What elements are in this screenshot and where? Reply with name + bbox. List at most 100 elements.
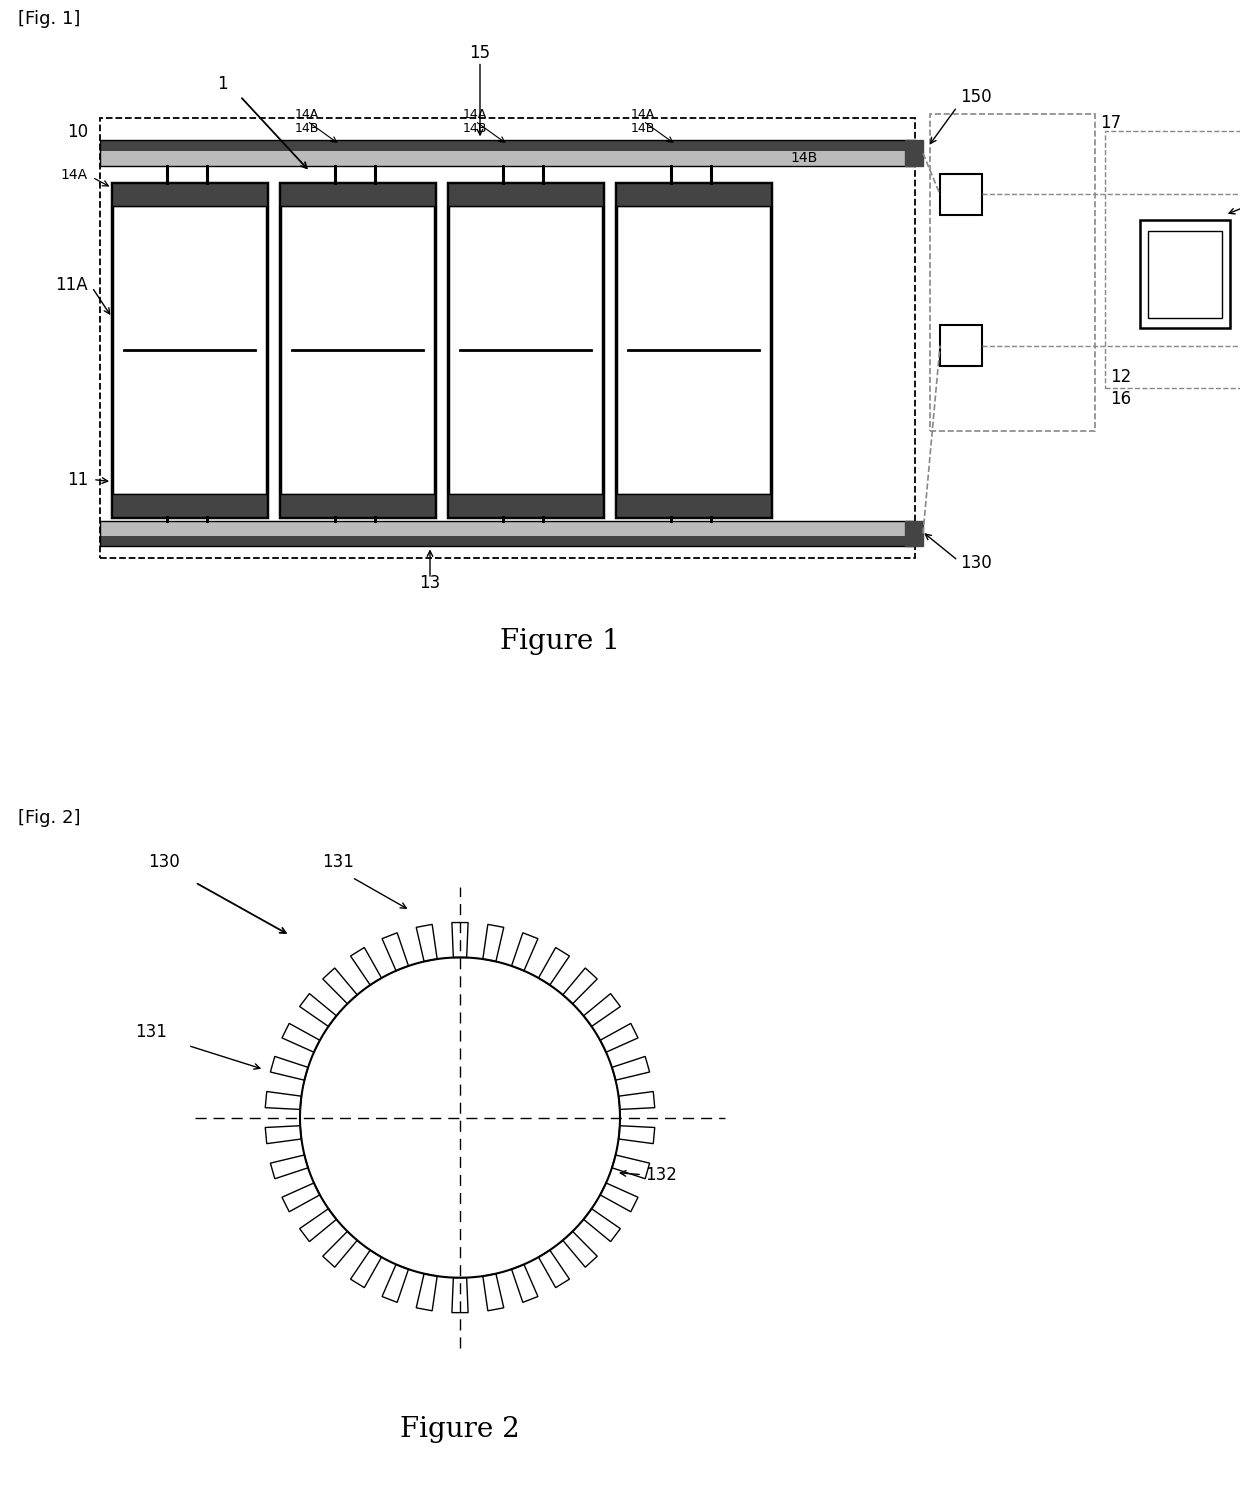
Bar xyxy=(112,182,267,517)
Text: 14B: 14B xyxy=(463,122,487,136)
Polygon shape xyxy=(563,968,598,1004)
Bar xyxy=(940,326,982,366)
Bar xyxy=(197,188,215,204)
Bar xyxy=(448,493,603,517)
Polygon shape xyxy=(512,1264,538,1303)
Polygon shape xyxy=(538,947,569,985)
Text: 11: 11 xyxy=(67,470,88,489)
Bar xyxy=(280,182,435,207)
Polygon shape xyxy=(600,1024,639,1053)
Text: 14B: 14B xyxy=(295,122,320,136)
Bar xyxy=(1148,231,1221,318)
Text: 16: 16 xyxy=(1110,391,1131,409)
Text: 14A: 14A xyxy=(463,109,487,121)
Bar xyxy=(448,493,603,517)
Polygon shape xyxy=(451,1277,469,1312)
Polygon shape xyxy=(281,1024,320,1053)
Text: 130: 130 xyxy=(148,854,180,872)
Text: 14B: 14B xyxy=(790,151,817,164)
Bar xyxy=(280,182,435,207)
Polygon shape xyxy=(482,1274,503,1310)
Bar xyxy=(1105,131,1240,388)
Polygon shape xyxy=(382,1264,408,1303)
Bar xyxy=(112,493,267,517)
Bar xyxy=(905,140,923,166)
Bar xyxy=(1140,220,1230,329)
Bar xyxy=(100,520,915,546)
Polygon shape xyxy=(281,1182,320,1212)
Polygon shape xyxy=(563,1232,598,1267)
Polygon shape xyxy=(265,1092,301,1110)
Bar xyxy=(100,151,915,166)
Bar xyxy=(495,188,513,204)
Polygon shape xyxy=(265,1125,301,1143)
Bar xyxy=(905,520,923,546)
Bar xyxy=(616,493,771,517)
Bar xyxy=(159,188,177,204)
Text: 130: 130 xyxy=(960,553,992,572)
Polygon shape xyxy=(512,933,538,971)
Bar xyxy=(365,188,383,204)
Bar xyxy=(100,535,915,546)
Bar xyxy=(448,182,603,207)
Text: 14A: 14A xyxy=(631,109,655,121)
Bar xyxy=(280,493,435,517)
Text: 13: 13 xyxy=(419,573,440,591)
Text: 131: 131 xyxy=(322,854,353,872)
Polygon shape xyxy=(611,1155,650,1179)
Text: [Fig. 2]: [Fig. 2] xyxy=(19,810,81,828)
Polygon shape xyxy=(300,994,336,1027)
Polygon shape xyxy=(351,947,382,985)
Bar xyxy=(448,182,603,517)
Polygon shape xyxy=(300,1209,336,1241)
Bar xyxy=(616,493,771,517)
Bar xyxy=(533,188,551,204)
Polygon shape xyxy=(619,1125,655,1143)
Text: 10: 10 xyxy=(67,124,88,142)
Bar xyxy=(663,188,681,204)
Text: 14B: 14B xyxy=(631,122,656,136)
Polygon shape xyxy=(538,1250,569,1288)
Polygon shape xyxy=(611,1057,650,1080)
Bar xyxy=(112,182,267,207)
Polygon shape xyxy=(600,1182,639,1212)
Text: 1: 1 xyxy=(217,74,227,92)
Text: 12: 12 xyxy=(1110,368,1131,386)
Bar xyxy=(100,520,915,535)
Bar xyxy=(930,115,1095,431)
Polygon shape xyxy=(322,968,357,1004)
Polygon shape xyxy=(417,1274,438,1310)
Bar xyxy=(327,188,345,204)
Text: 14A: 14A xyxy=(295,109,319,121)
Polygon shape xyxy=(482,924,503,962)
Text: Figure 2: Figure 2 xyxy=(401,1416,520,1443)
Text: 131: 131 xyxy=(135,1024,167,1042)
Bar xyxy=(112,493,267,517)
Bar xyxy=(616,182,771,207)
Bar xyxy=(940,173,982,216)
Text: 11A: 11A xyxy=(56,276,88,294)
Polygon shape xyxy=(451,923,469,958)
Polygon shape xyxy=(351,1250,382,1288)
Text: 150: 150 xyxy=(960,87,992,106)
Polygon shape xyxy=(584,1209,620,1241)
Text: 17: 17 xyxy=(1100,115,1121,133)
Text: Figure 1: Figure 1 xyxy=(500,627,620,654)
Text: 14A: 14A xyxy=(61,167,88,182)
Bar xyxy=(448,182,603,207)
Bar xyxy=(280,182,435,517)
Bar xyxy=(280,493,435,517)
Polygon shape xyxy=(270,1155,308,1179)
Polygon shape xyxy=(270,1057,308,1080)
Bar xyxy=(100,118,915,558)
Polygon shape xyxy=(584,994,620,1027)
Text: [Fig. 1]: [Fig. 1] xyxy=(19,9,81,27)
Polygon shape xyxy=(619,1092,655,1110)
Polygon shape xyxy=(382,933,408,971)
Polygon shape xyxy=(417,924,438,962)
Bar xyxy=(701,188,719,204)
Bar xyxy=(100,140,915,166)
Polygon shape xyxy=(322,1232,357,1267)
Text: 15: 15 xyxy=(470,44,491,62)
Bar xyxy=(616,182,771,207)
